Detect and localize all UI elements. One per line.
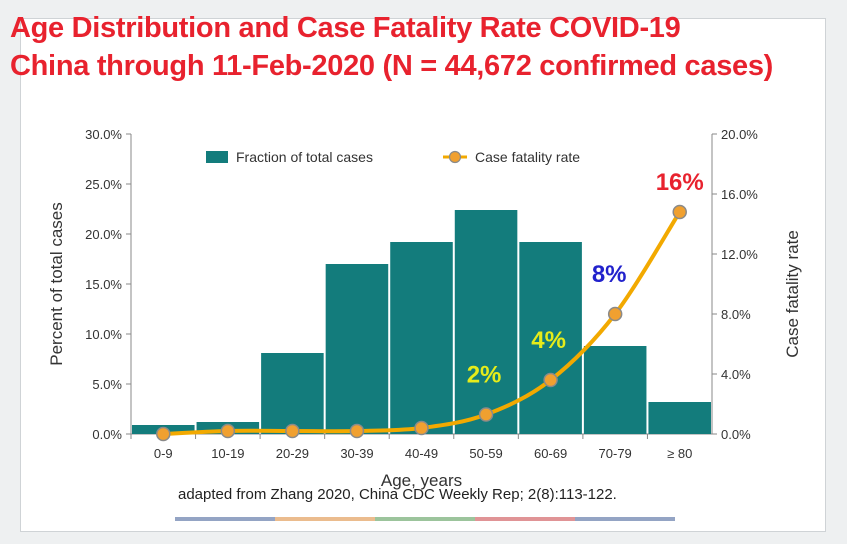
left-tick-label: 0.0% [92, 427, 122, 442]
cfr-point-40-49 [414, 420, 429, 436]
y2-axis-title: Case fatality rate [783, 230, 802, 358]
legend-line-marker [448, 150, 462, 164]
x-tick-label: ≥ 80 [667, 446, 692, 461]
annotation-2pct: 2% [467, 362, 502, 389]
left-tick-label: 20.0% [85, 227, 122, 242]
right-tick-label: 12.0% [721, 247, 758, 262]
cfr-point-60-69 [543, 372, 558, 388]
annotation-16pct: 16% [656, 169, 704, 196]
chart-title-line-1: Age Distribution and Case Fatality Rate … [10, 12, 681, 44]
cfr-point-70-79 [607, 306, 623, 322]
cfr-point-30-39 [349, 423, 365, 439]
right-tick-label: 0.0% [721, 427, 751, 442]
x-tick-label: 70-79 [599, 446, 632, 461]
bar-40-49 [390, 242, 453, 434]
bar-60-69 [519, 242, 582, 434]
x-tick-label: 10-19 [211, 446, 244, 461]
left-tick-label: 10.0% [85, 327, 122, 342]
x-tick-label: 40-49 [405, 446, 438, 461]
y-axis-title: Percent of total cases [47, 202, 66, 365]
right-tick-label: 16.0% [721, 187, 758, 202]
legend-line-label: Case fatality rate [475, 149, 580, 165]
right-tick-label: 20.0% [721, 127, 758, 142]
right-tick-label: 8.0% [721, 307, 751, 322]
bar-30-39 [325, 264, 389, 434]
bar-50-59 [454, 210, 518, 434]
annotation-4pct: 4% [531, 327, 566, 354]
x-axis-title: Age, years [381, 471, 462, 490]
cfr-point-50-59 [478, 407, 494, 422]
left-tick-label: 15.0% [85, 277, 122, 292]
cfr-point-20-29 [285, 423, 300, 439]
cfr-point-0-9 [156, 426, 171, 442]
bottom-decoration [175, 517, 675, 521]
bar-20-29 [261, 353, 324, 434]
left-tick-label: 25.0% [85, 177, 122, 192]
x-tick-label: 60-69 [534, 446, 567, 461]
chart-title-line-2: China through 11-Feb-2020 (N = 44,672 co… [10, 50, 774, 82]
bar-70-79 [583, 346, 647, 434]
x-tick-label: 20-29 [276, 446, 309, 461]
left-tick-label: 5.0% [92, 377, 122, 392]
left-tick-label: 30.0% [85, 127, 122, 142]
cfr-point-≥ 80 [672, 204, 687, 220]
x-tick-label: 0-9 [154, 446, 173, 461]
legend-bar-label: Fraction of total cases [236, 149, 373, 165]
x-tick-label: 50-59 [469, 446, 502, 461]
x-tick-label: 30-39 [340, 446, 373, 461]
bar-≥ 80 [648, 402, 711, 434]
source-note: adapted from Zhang 2020, China CDC Weekl… [178, 486, 617, 503]
legend-bar-swatch [206, 151, 228, 163]
right-tick-label: 4.0% [721, 367, 751, 382]
annotation-8pct: 8% [592, 261, 627, 288]
cfr-point-10-19 [220, 423, 236, 439]
